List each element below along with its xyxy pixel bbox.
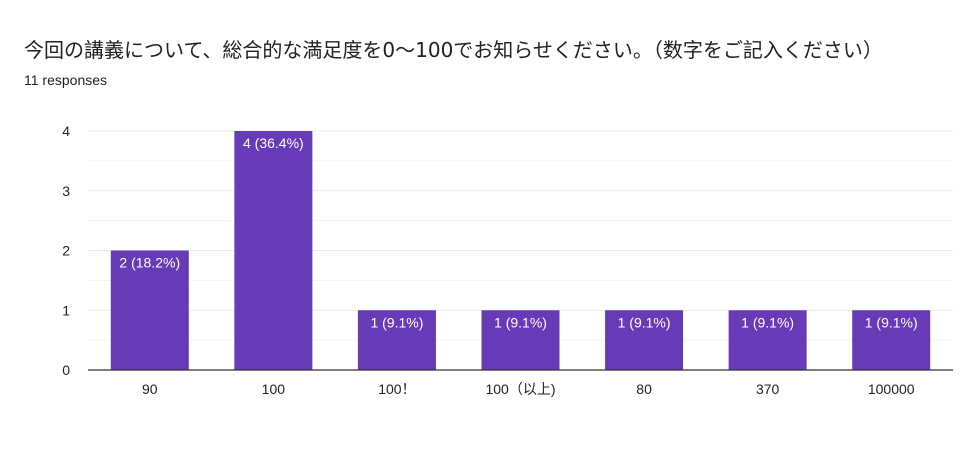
- bar-data-label: 1 (9.1%): [741, 314, 794, 330]
- x-tick-label: 100！: [378, 381, 415, 397]
- bar[interactable]: [357, 310, 436, 370]
- x-tick-label: 100（以上): [485, 381, 555, 397]
- y-tick-label: 3: [62, 183, 70, 199]
- bar[interactable]: [605, 310, 684, 370]
- x-tick-label: 80: [636, 381, 652, 397]
- bar[interactable]: [852, 310, 931, 370]
- bars: [110, 131, 931, 371]
- bar-data-label: 1 (9.1%): [618, 314, 671, 330]
- y-tick-label: 1: [62, 302, 70, 318]
- bar-data-label: 2 (18.2%): [119, 255, 180, 271]
- y-tick-label: 2: [62, 243, 70, 259]
- x-axis-ticks: 90 100 100！ 100（以上) 80 370 100000: [142, 381, 915, 397]
- bar-data-label: 1 (9.1%): [370, 314, 423, 330]
- question-title: 今回の講義について、総合的な満足度を0〜100でお知らせください。（数字をご記入…: [24, 38, 883, 62]
- y-tick-label: 0: [62, 362, 70, 378]
- x-tick-label: 90: [142, 381, 158, 397]
- bar[interactable]: [481, 310, 560, 370]
- x-tick-label: 100000: [868, 381, 915, 397]
- bar-data-labels: 2 (18.2%) 4 (36.4%) 1 (9.1%) 1 (9.1%) 1 (9.1…: [119, 135, 917, 330]
- bar-data-label: 1 (9.1%): [494, 314, 547, 330]
- bar[interactable]: [234, 131, 313, 370]
- y-tick-label: 4: [62, 123, 70, 139]
- x-tick-label: 100: [262, 381, 286, 397]
- bar[interactable]: [110, 250, 189, 371]
- bar-data-label: 4 (36.4%): [243, 135, 304, 151]
- y-axis-ticks: 0 1 2 3 4: [62, 123, 70, 378]
- x-tick-label: 370: [756, 381, 780, 397]
- bar[interactable]: [728, 310, 807, 370]
- gridlines: [88, 130, 953, 341]
- responses-count: 11 responses: [24, 72, 108, 88]
- bar-data-label: 1 (9.1%): [865, 314, 918, 330]
